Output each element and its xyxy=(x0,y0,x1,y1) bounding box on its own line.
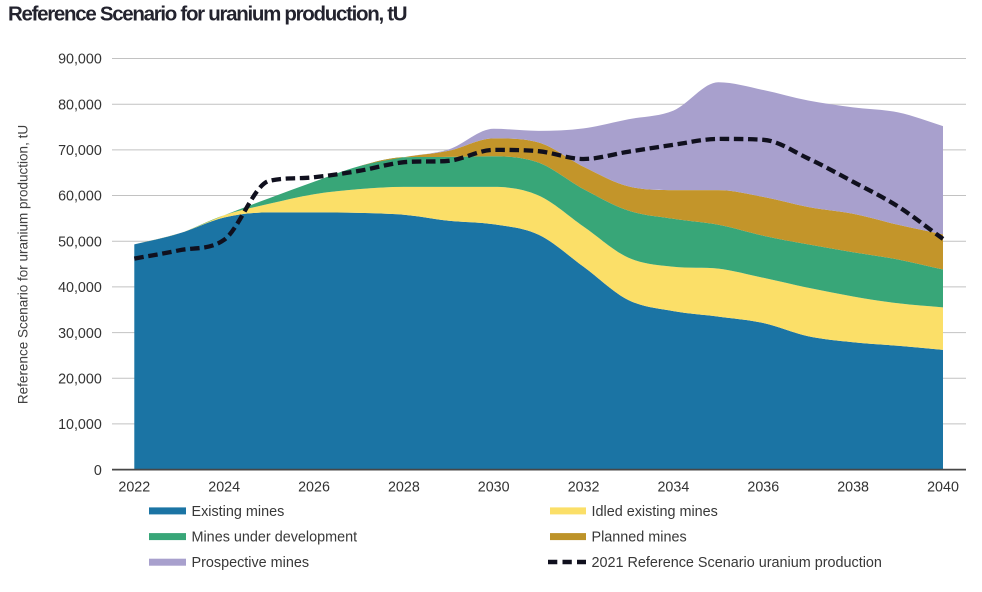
svg-text:2021 Reference Scenario uraniu: 2021 Reference Scenario uranium producti… xyxy=(592,555,882,571)
svg-text:2024: 2024 xyxy=(208,480,240,496)
svg-text:Existing mines: Existing mines xyxy=(192,504,285,520)
svg-text:2028: 2028 xyxy=(388,480,420,496)
svg-text:2030: 2030 xyxy=(478,480,510,496)
svg-text:40,000: 40,000 xyxy=(58,280,102,296)
svg-text:0: 0 xyxy=(94,463,102,479)
svg-text:2036: 2036 xyxy=(747,480,779,496)
svg-text:Reference Scenario for uranium: Reference Scenario for uranium productio… xyxy=(16,125,31,404)
svg-text:Idled existing mines: Idled existing mines xyxy=(592,504,718,520)
svg-text:Reference Scenario for uranium: Reference Scenario for uranium productio… xyxy=(8,3,407,26)
svg-text:Prospective mines: Prospective mines xyxy=(192,555,310,571)
svg-text:60,000: 60,000 xyxy=(58,189,102,205)
svg-text:80,000: 80,000 xyxy=(58,97,102,113)
svg-text:10,000: 10,000 xyxy=(58,417,102,433)
svg-text:2022: 2022 xyxy=(118,480,150,496)
svg-text:70,000: 70,000 xyxy=(58,143,102,159)
svg-text:2040: 2040 xyxy=(927,480,959,496)
svg-text:20,000: 20,000 xyxy=(58,371,102,387)
svg-text:2034: 2034 xyxy=(657,480,689,496)
svg-text:Planned mines: Planned mines xyxy=(592,530,687,546)
svg-text:2026: 2026 xyxy=(298,480,330,496)
svg-text:50,000: 50,000 xyxy=(58,234,102,250)
svg-text:90,000: 90,000 xyxy=(58,52,102,68)
svg-text:30,000: 30,000 xyxy=(58,326,102,342)
svg-text:2038: 2038 xyxy=(837,480,869,496)
svg-text:2032: 2032 xyxy=(568,480,600,496)
svg-text:Mines under development: Mines under development xyxy=(192,530,358,546)
